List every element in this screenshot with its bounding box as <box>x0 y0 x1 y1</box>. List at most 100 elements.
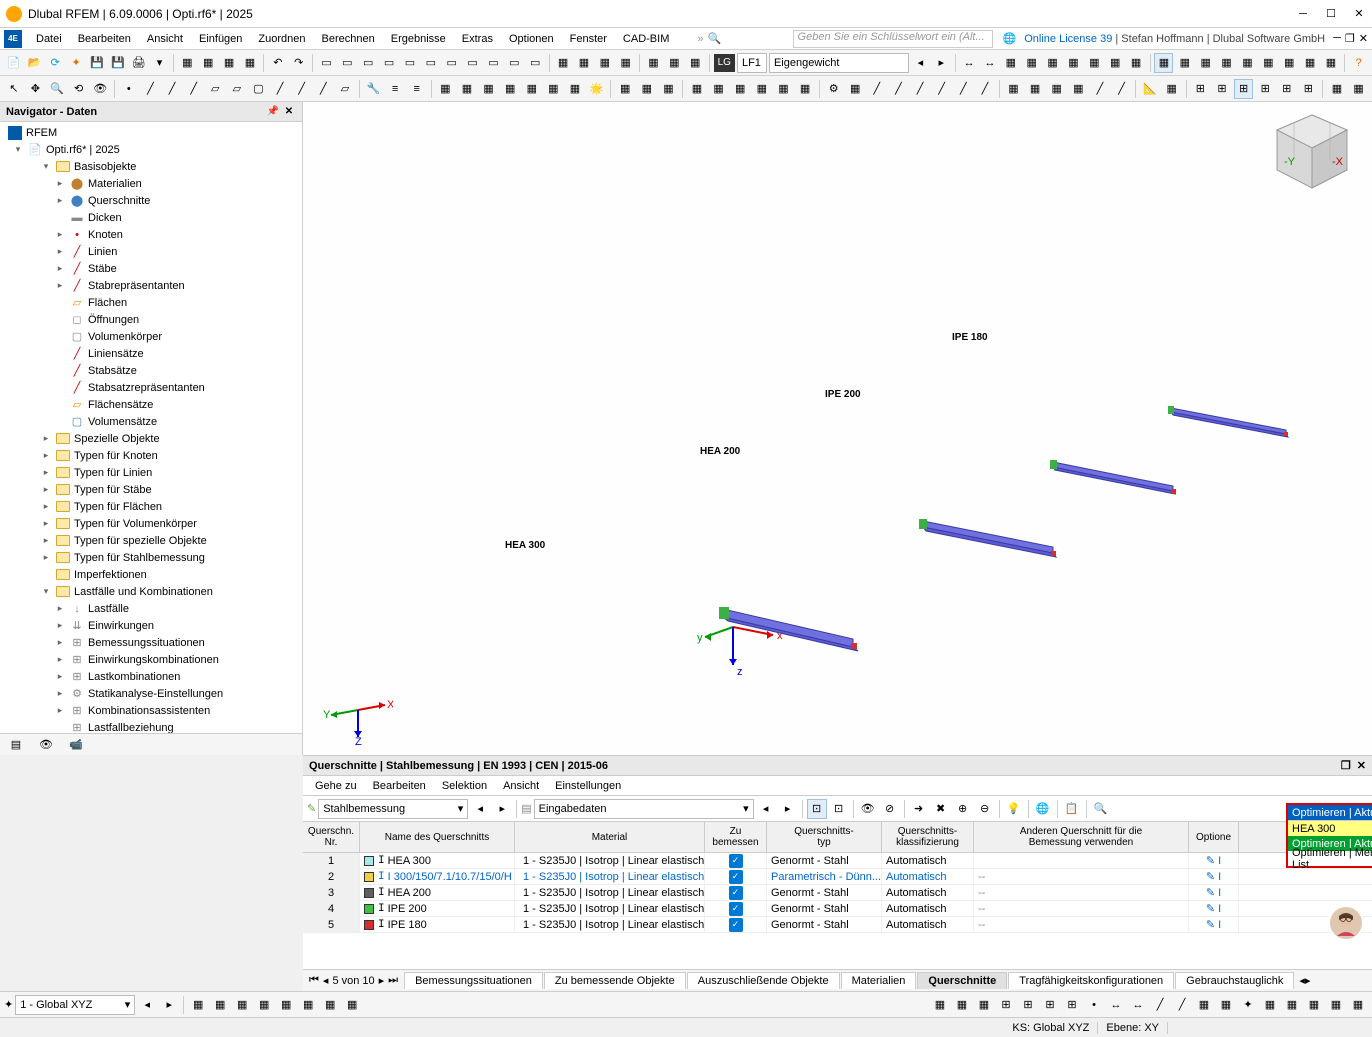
sub-restore-icon[interactable]: ❐ <box>1345 32 1355 45</box>
t2-16[interactable]: ▱ <box>335 79 355 99</box>
tree-node[interactable]: ▸Spezielle Objekte <box>0 430 302 447</box>
tabs-prev[interactable]: ◂ <box>323 974 329 987</box>
grid-header-klass[interactable]: Querschnitts- klassifizierung <box>882 822 974 852</box>
tree-node[interactable]: ▸⊞Kombinationsassistenten <box>0 702 302 719</box>
lf-id-combo[interactable]: LF1 <box>737 53 767 73</box>
tb-w7[interactable]: ▦ <box>1085 53 1104 73</box>
bt-1[interactable]: ▦ <box>188 995 208 1015</box>
help-button[interactable]: ? <box>1349 53 1368 73</box>
bt-g[interactable]: ⊞ <box>1062 995 1082 1015</box>
bt-7[interactable]: ▦ <box>320 995 340 1015</box>
new-button[interactable]: 📄 <box>4 53 23 73</box>
t2-50[interactable]: ╱ <box>1112 79 1132 99</box>
menu-item[interactable]: Zuordnen <box>250 33 313 45</box>
tree-node[interactable]: ▸╱Linien <box>0 243 302 260</box>
pt-d[interactable]: ⊘ <box>880 799 900 819</box>
tb-j[interactable]: ▭ <box>421 53 440 73</box>
t2-26[interactable]: ▦ <box>565 79 585 99</box>
tb-m[interactable]: ▭ <box>484 53 503 73</box>
t2-5[interactable]: 👁 <box>90 79 110 99</box>
t2-53[interactable]: ⊞ <box>1191 79 1211 99</box>
tb-r[interactable]: ▦ <box>595 53 614 73</box>
check-icon[interactable]: ✓ <box>729 870 743 884</box>
t2-56[interactable]: ⊞ <box>1255 79 1275 99</box>
print-dd-button[interactable]: ▾ <box>150 53 169 73</box>
check-icon[interactable]: ✓ <box>729 902 743 916</box>
t2-55[interactable]: ⊞ <box>1234 79 1254 99</box>
pt-g[interactable]: ⊕ <box>953 799 973 819</box>
t2-45[interactable]: ▦ <box>1004 79 1024 99</box>
data-grid[interactable]: Querschn. Nr.Name des QuerschnittsMateri… <box>303 822 1372 969</box>
dropdown-item[interactable]: Optimieren | Meine Querschnitte | IPE Li… <box>1288 851 1372 866</box>
tb-x7[interactable]: ▦ <box>1280 53 1299 73</box>
tb-w8[interactable]: ▦ <box>1106 53 1125 73</box>
panel-tab[interactable]: Tragfähigkeitskonfigurationen <box>1008 972 1174 989</box>
bt-4[interactable]: ▦ <box>254 995 274 1015</box>
bt-e[interactable]: ⊞ <box>1018 995 1038 1015</box>
redo-button[interactable]: ↷ <box>289 53 308 73</box>
pt-e[interactable]: ➜ <box>909 799 929 819</box>
save-button[interactable]: 💾 <box>88 53 107 73</box>
bt-s[interactable]: ▦ <box>1326 995 1346 1015</box>
panel-prev2[interactable]: ◂ <box>756 799 776 819</box>
menu-item[interactable]: Bearbeiten <box>70 33 139 45</box>
grid-header-bemessen[interactable]: Zu bemessen <box>705 822 767 852</box>
t2-30[interactable]: ▦ <box>659 79 679 99</box>
tree-node[interactable]: ▸Typen für Knoten <box>0 447 302 464</box>
t2-49[interactable]: ╱ <box>1090 79 1110 99</box>
t2-54[interactable]: ⊞ <box>1212 79 1232 99</box>
panel-close-icon[interactable]: ✕ <box>1357 759 1366 772</box>
tb-o[interactable]: ▭ <box>526 53 545 73</box>
grid-header-anderen[interactable]: Anderen Querschnitt für die Bemessung ve… <box>974 822 1189 852</box>
t2-51[interactable]: 📐 <box>1140 79 1160 99</box>
tb-x3[interactable]: ▦ <box>1196 53 1215 73</box>
tree-node[interactable]: ▱Flächensätze <box>0 396 302 413</box>
panel-tab[interactable]: Materialien <box>841 972 917 989</box>
t2-11[interactable]: ▱ <box>227 79 247 99</box>
bt-c[interactable]: ▦ <box>974 995 994 1015</box>
bt-a[interactable]: ▦ <box>930 995 950 1015</box>
tree-node[interactable]: ╱Stabsatzrepräsentanten <box>0 379 302 396</box>
tree-root[interactable]: RFEM <box>0 124 302 141</box>
tb-x2[interactable]: ▦ <box>1175 53 1194 73</box>
tree-node[interactable]: ╱Stabsätze <box>0 362 302 379</box>
tree-node[interactable]: ▸Typen für Stahlbemessung <box>0 549 302 566</box>
t2-43[interactable]: ╱ <box>954 79 974 99</box>
t2-1[interactable]: ↖ <box>4 79 24 99</box>
tb-f[interactable]: ▭ <box>338 53 357 73</box>
tb-w6[interactable]: ▦ <box>1064 53 1083 73</box>
tree-node[interactable]: ▸⊞Einwirkungskombinationen <box>0 651 302 668</box>
bt-5[interactable]: ▦ <box>276 995 296 1015</box>
assistant-avatar[interactable] <box>1328 905 1364 941</box>
tb-k[interactable]: ▭ <box>442 53 461 73</box>
t2-38[interactable]: ▦ <box>845 79 865 99</box>
tree-node[interactable]: ▸╱Stäbe <box>0 260 302 277</box>
lf-name-combo[interactable]: Eigengewicht <box>769 53 909 73</box>
pt-l[interactable]: 🔍 <box>1091 799 1111 819</box>
t2-18[interactable]: ≡ <box>385 79 405 99</box>
t2-34[interactable]: ▦ <box>752 79 772 99</box>
maximize-button[interactable]: ☐ <box>1324 7 1338 21</box>
panel-tab[interactable]: Zu bemessende Objekte <box>544 972 686 989</box>
grid-header-qstyp[interactable]: Querschnitts- typ <box>767 822 882 852</box>
tree-project[interactable]: ▾📄Opti.rf6* | 2025 <box>0 141 302 158</box>
t2-6[interactable]: • <box>119 79 139 99</box>
lf-next[interactable]: ▸ <box>932 53 951 73</box>
bt-r[interactable]: ▦ <box>1304 995 1324 1015</box>
t2-37[interactable]: ⚙ <box>824 79 844 99</box>
tb-x4[interactable]: ▦ <box>1217 53 1236 73</box>
panel-combo1[interactable]: Stahlbemessung▾ <box>318 799 468 819</box>
search-input[interactable]: Geben Sie ein Schlüsselwort ein (Alt... <box>793 30 993 48</box>
tb-b[interactable]: ▦ <box>199 53 218 73</box>
tabs-scroll-right[interactable]: ▸ <box>1305 974 1311 987</box>
license-link[interactable]: Online License 39 <box>1024 33 1112 45</box>
edit-icon[interactable]: ✎ I <box>1206 854 1221 867</box>
t2-20[interactable]: ▦ <box>436 79 456 99</box>
tb-x5[interactable]: ▦ <box>1238 53 1257 73</box>
tb-p[interactable]: ▦ <box>554 53 573 73</box>
minimize-button[interactable]: ─ <box>1296 7 1310 21</box>
bt-d[interactable]: ⊞ <box>996 995 1016 1015</box>
table-row[interactable]: 2 II 300/150/7.1/10.7/15/0/H 1 - S235J0 … <box>303 869 1372 885</box>
print-button[interactable]: 🖨 <box>129 53 148 73</box>
t2-19[interactable]: ≡ <box>407 79 427 99</box>
